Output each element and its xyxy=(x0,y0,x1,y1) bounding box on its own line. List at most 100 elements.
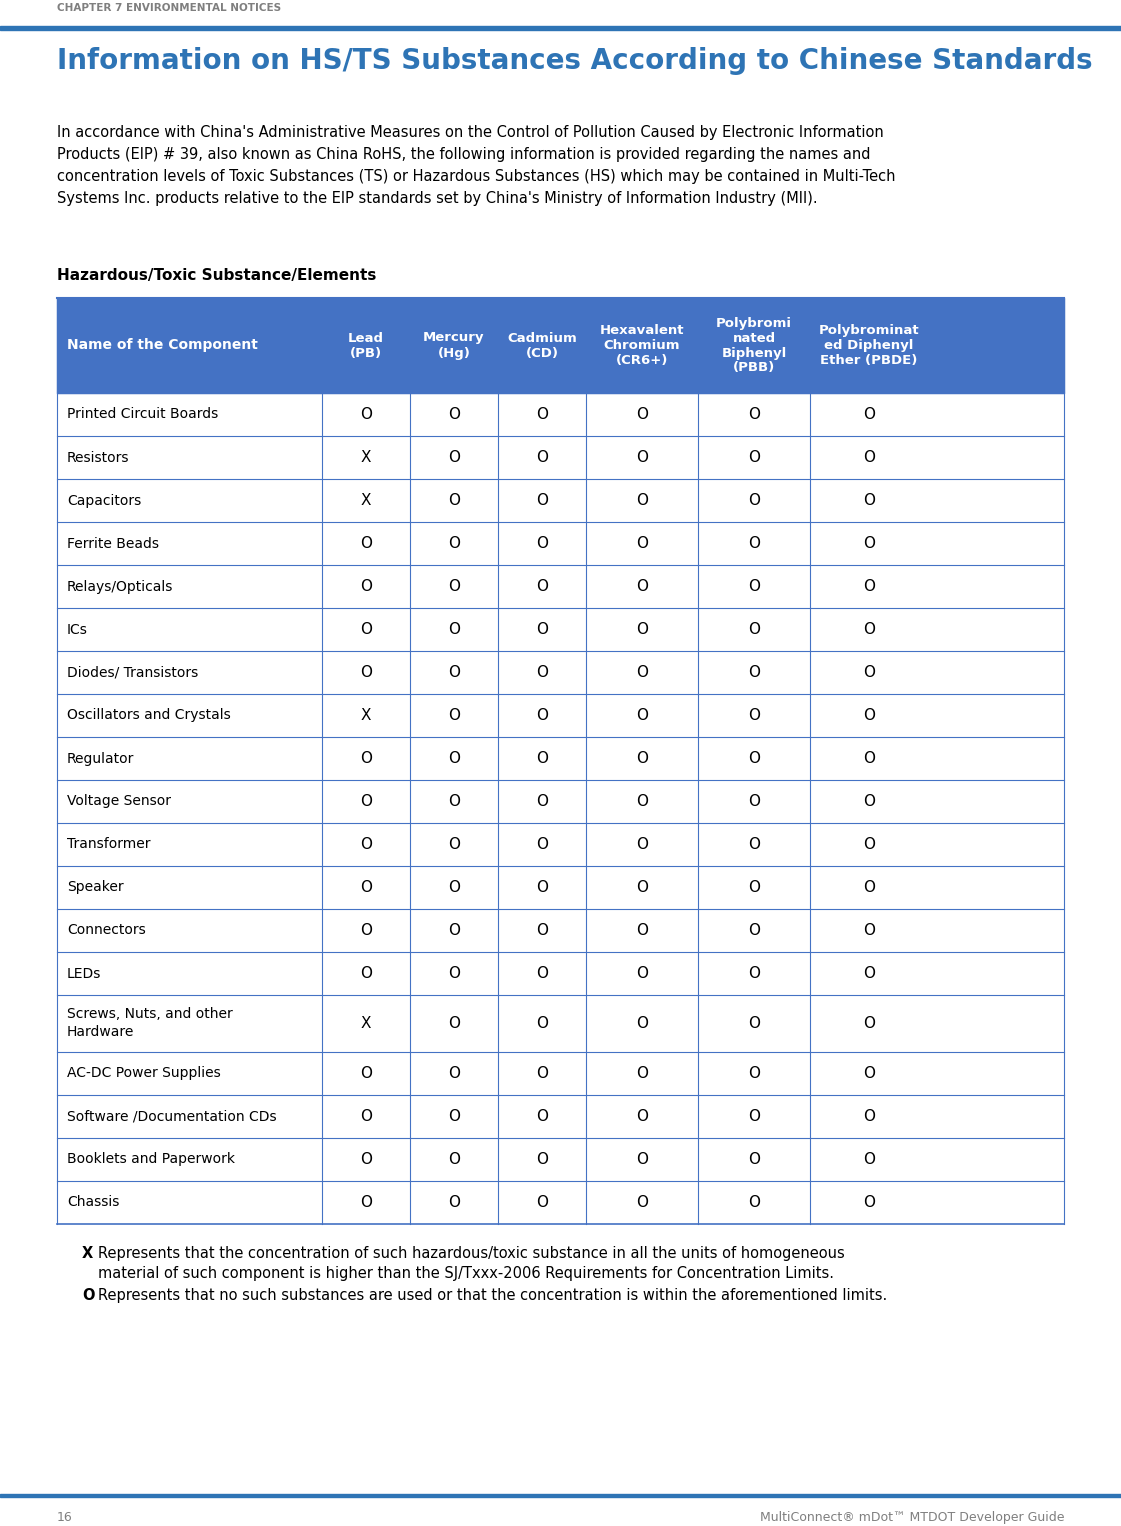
Bar xyxy=(57,607,1064,652)
Text: ICs: ICs xyxy=(67,623,87,636)
Text: O: O xyxy=(748,923,760,938)
Text: O: O xyxy=(536,493,548,508)
Text: O: O xyxy=(448,623,460,636)
Text: O: O xyxy=(360,407,372,423)
Text: O: O xyxy=(863,881,876,896)
Text: O: O xyxy=(448,1152,460,1167)
Text: O: O xyxy=(748,966,760,981)
Text: X: X xyxy=(82,1247,93,1260)
Text: X: X xyxy=(361,1016,371,1032)
Text: O: O xyxy=(536,536,548,551)
Text: O: O xyxy=(748,493,760,508)
Text: O: O xyxy=(536,578,548,594)
Text: Cadmium
(CD): Cadmium (CD) xyxy=(507,331,577,360)
Text: O: O xyxy=(863,493,876,508)
Bar xyxy=(57,565,1064,607)
Text: O: O xyxy=(448,536,460,551)
Text: O: O xyxy=(448,493,460,508)
Text: O: O xyxy=(536,836,548,852)
Text: Speaker: Speaker xyxy=(67,881,123,894)
Text: Resistors: Resistors xyxy=(67,450,130,464)
Text: Oscillators and Crystals: Oscillators and Crystals xyxy=(67,708,231,722)
Text: material of such component is higher than the SJ/Txxx-2006 Requirements for Conc: material of such component is higher tha… xyxy=(98,1267,834,1280)
Text: O: O xyxy=(536,623,548,636)
Text: O: O xyxy=(448,665,460,681)
Text: Booklets and Paperwork: Booklets and Paperwork xyxy=(67,1152,235,1166)
Bar xyxy=(57,780,1064,823)
Text: O: O xyxy=(360,1067,372,1080)
Text: O: O xyxy=(536,794,548,809)
Bar xyxy=(57,298,1064,394)
Text: X: X xyxy=(361,708,371,723)
Text: O: O xyxy=(863,536,876,551)
Text: O: O xyxy=(636,923,648,938)
Text: O: O xyxy=(448,1195,460,1210)
Text: MultiConnect® mDot™ MTDOT Developer Guide: MultiConnect® mDot™ MTDOT Developer Guid… xyxy=(760,1511,1064,1524)
Text: Represents that the concentration of such hazardous/toxic substance in all the u: Represents that the concentration of suc… xyxy=(98,1247,845,1260)
Text: O: O xyxy=(748,1016,760,1032)
Text: O: O xyxy=(748,794,760,809)
Text: O: O xyxy=(863,1016,876,1032)
Bar xyxy=(57,522,1064,565)
Text: CHAPTER 7 ENVIRONMENTAL NOTICES: CHAPTER 7 ENVIRONMENTAL NOTICES xyxy=(57,3,281,14)
Text: O: O xyxy=(536,1016,548,1032)
Text: O: O xyxy=(636,1016,648,1032)
Bar xyxy=(57,865,1064,909)
Text: O: O xyxy=(863,794,876,809)
Text: O: O xyxy=(360,665,372,681)
Text: Relays/Opticals: Relays/Opticals xyxy=(67,580,174,594)
Text: O: O xyxy=(448,450,460,465)
Text: O: O xyxy=(863,923,876,938)
Text: O: O xyxy=(360,836,372,852)
Text: O: O xyxy=(360,623,372,636)
Text: O: O xyxy=(360,966,372,981)
Text: O: O xyxy=(448,1067,460,1080)
Text: O: O xyxy=(536,751,548,766)
Text: O: O xyxy=(748,578,760,594)
Text: X: X xyxy=(361,450,371,465)
Text: X: X xyxy=(361,493,371,508)
Text: O: O xyxy=(360,1109,372,1125)
Text: O: O xyxy=(536,665,548,681)
Text: O: O xyxy=(360,751,372,766)
Text: O: O xyxy=(636,536,648,551)
Text: O: O xyxy=(536,881,548,896)
Bar xyxy=(0,1494,1121,1497)
Text: O: O xyxy=(636,1067,648,1080)
Text: O: O xyxy=(863,1152,876,1167)
Text: O: O xyxy=(448,1109,460,1125)
Text: Hexavalent
Chromium
(CR6+): Hexavalent Chromium (CR6+) xyxy=(600,324,684,366)
Text: O: O xyxy=(448,407,460,423)
Text: Screws, Nuts, and other: Screws, Nuts, and other xyxy=(67,1007,233,1021)
Bar xyxy=(57,652,1064,694)
Text: O: O xyxy=(82,1288,94,1303)
Bar xyxy=(57,394,1064,436)
Text: O: O xyxy=(863,1067,876,1080)
Text: O: O xyxy=(448,708,460,723)
Text: O: O xyxy=(636,881,648,896)
Text: Regulator: Regulator xyxy=(67,751,135,766)
Text: O: O xyxy=(536,1109,548,1125)
Text: 16: 16 xyxy=(57,1511,73,1524)
Text: O: O xyxy=(536,450,548,465)
Text: Information on HS/TS Substances According to Chinese Standards: Information on HS/TS Substances Accordin… xyxy=(57,47,1093,75)
Text: O: O xyxy=(863,665,876,681)
Text: AC-DC Power Supplies: AC-DC Power Supplies xyxy=(67,1067,221,1080)
Bar xyxy=(57,737,1064,780)
Text: O: O xyxy=(536,1152,548,1167)
Text: O: O xyxy=(748,836,760,852)
Text: O: O xyxy=(360,578,372,594)
Text: O: O xyxy=(863,966,876,981)
Text: O: O xyxy=(636,623,648,636)
Text: O: O xyxy=(360,881,372,896)
Text: O: O xyxy=(636,751,648,766)
Text: Products (EIP) # 39, also known as China RoHS, the following information is prov: Products (EIP) # 39, also known as China… xyxy=(57,146,871,162)
Text: O: O xyxy=(636,1152,648,1167)
Text: O: O xyxy=(636,665,648,681)
Text: O: O xyxy=(748,1109,760,1125)
Text: O: O xyxy=(863,623,876,636)
Text: O: O xyxy=(863,751,876,766)
Text: O: O xyxy=(536,966,548,981)
Text: concentration levels of Toxic Substances (TS) or Hazardous Substances (HS) which: concentration levels of Toxic Substances… xyxy=(57,169,896,185)
Text: O: O xyxy=(360,536,372,551)
